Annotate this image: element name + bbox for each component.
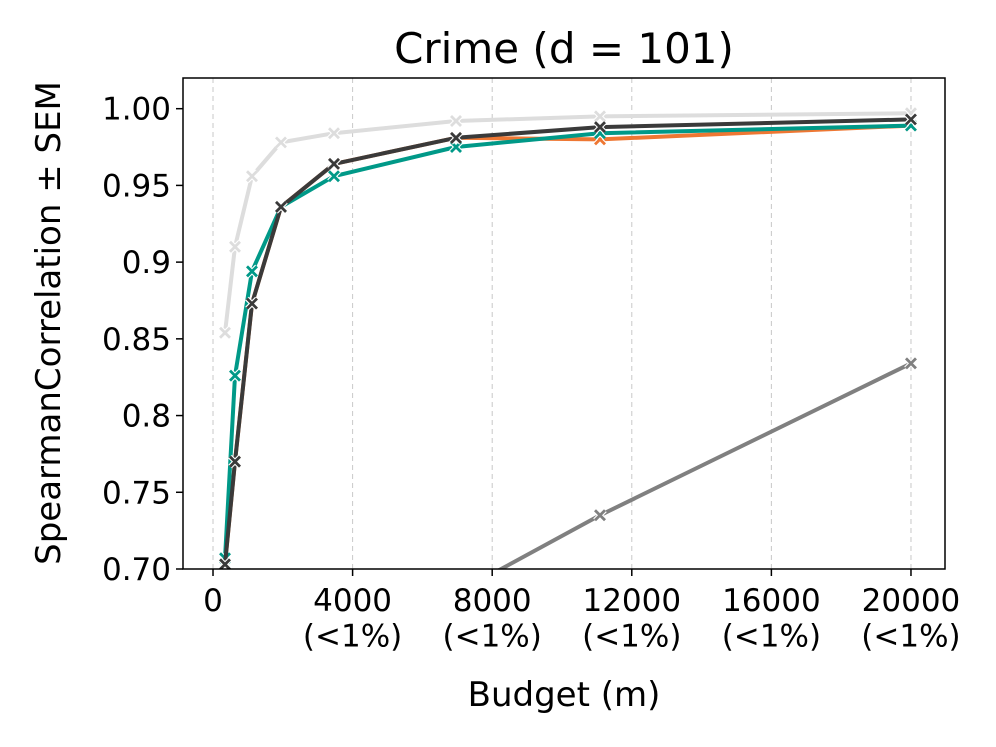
x-tick-label: 0 bbox=[203, 583, 223, 619]
marker bbox=[327, 126, 341, 141]
marker-cross bbox=[275, 200, 287, 213]
marker-cross bbox=[328, 157, 340, 170]
marker-cross bbox=[229, 455, 241, 468]
marker-cross bbox=[275, 136, 287, 149]
marker bbox=[274, 200, 288, 214]
grid bbox=[212, 78, 912, 569]
marker bbox=[218, 557, 232, 569]
marker bbox=[904, 112, 918, 127]
ticks: 0.70 0.75 0.8 0.85 0.9 0.95 1.00 0 4000 (<1%) 8000… bbox=[102, 92, 961, 655]
marker bbox=[904, 356, 918, 371]
y-tick-label: 0.85 bbox=[102, 322, 171, 358]
series-line bbox=[223, 123, 912, 559]
series-line bbox=[223, 117, 912, 565]
x-axis-label: Budget (m) bbox=[468, 675, 661, 715]
plot-frame bbox=[182, 77, 946, 570]
x-tick-label: 12000 (<1%) bbox=[582, 583, 681, 655]
marker-cross bbox=[594, 121, 606, 134]
series-line bbox=[496, 361, 912, 569]
y-tick-label: 0.75 bbox=[102, 475, 171, 511]
marker-cross bbox=[219, 558, 232, 569]
marker-cross bbox=[594, 509, 606, 522]
marker bbox=[593, 508, 607, 523]
marker-cross bbox=[904, 357, 917, 370]
marker bbox=[327, 157, 341, 171]
marker-cross bbox=[229, 369, 241, 382]
marker bbox=[245, 296, 259, 311]
marker bbox=[228, 368, 242, 383]
marker-cross bbox=[904, 113, 917, 126]
marker-cross bbox=[219, 326, 232, 339]
marker-cross bbox=[229, 240, 241, 253]
y-tick-label: 1.00 bbox=[102, 92, 171, 128]
marker bbox=[245, 264, 259, 279]
marker-cross bbox=[450, 114, 462, 127]
marker bbox=[218, 325, 232, 340]
marker-cross bbox=[450, 131, 462, 144]
marker bbox=[449, 131, 463, 145]
marker bbox=[593, 109, 607, 124]
marker bbox=[327, 169, 341, 183]
marker bbox=[593, 120, 607, 134]
marker bbox=[274, 135, 288, 150]
x-tick-label: 8000 (<1%) bbox=[443, 583, 542, 655]
x-tick-label: 16000 (<1%) bbox=[722, 583, 821, 655]
y-tick-label: 0.8 bbox=[122, 399, 171, 435]
marker-cross bbox=[328, 170, 340, 183]
marker-cross bbox=[246, 297, 258, 310]
marker-cross bbox=[246, 170, 258, 183]
y-tick-label: 0.70 bbox=[102, 552, 171, 588]
series-line bbox=[223, 123, 912, 565]
x-tick-label: 4000 (<1%) bbox=[303, 583, 402, 655]
x-tick-label: 20000 (<1%) bbox=[861, 583, 960, 655]
marker bbox=[449, 114, 463, 128]
series-line bbox=[223, 111, 912, 333]
y-tick-label: 0.9 bbox=[122, 245, 171, 281]
marker bbox=[228, 454, 242, 469]
marker-cross bbox=[594, 110, 606, 123]
marker bbox=[245, 169, 259, 183]
plot-area bbox=[218, 106, 918, 569]
marker-cross bbox=[328, 127, 340, 140]
chart-title: Crime (d = 101) bbox=[394, 24, 734, 73]
y-axis-label: SpearmanCorrelation ± SEM bbox=[29, 81, 69, 565]
y-tick-label: 0.95 bbox=[102, 168, 171, 204]
marker bbox=[228, 240, 242, 254]
marker-cross bbox=[246, 265, 258, 278]
